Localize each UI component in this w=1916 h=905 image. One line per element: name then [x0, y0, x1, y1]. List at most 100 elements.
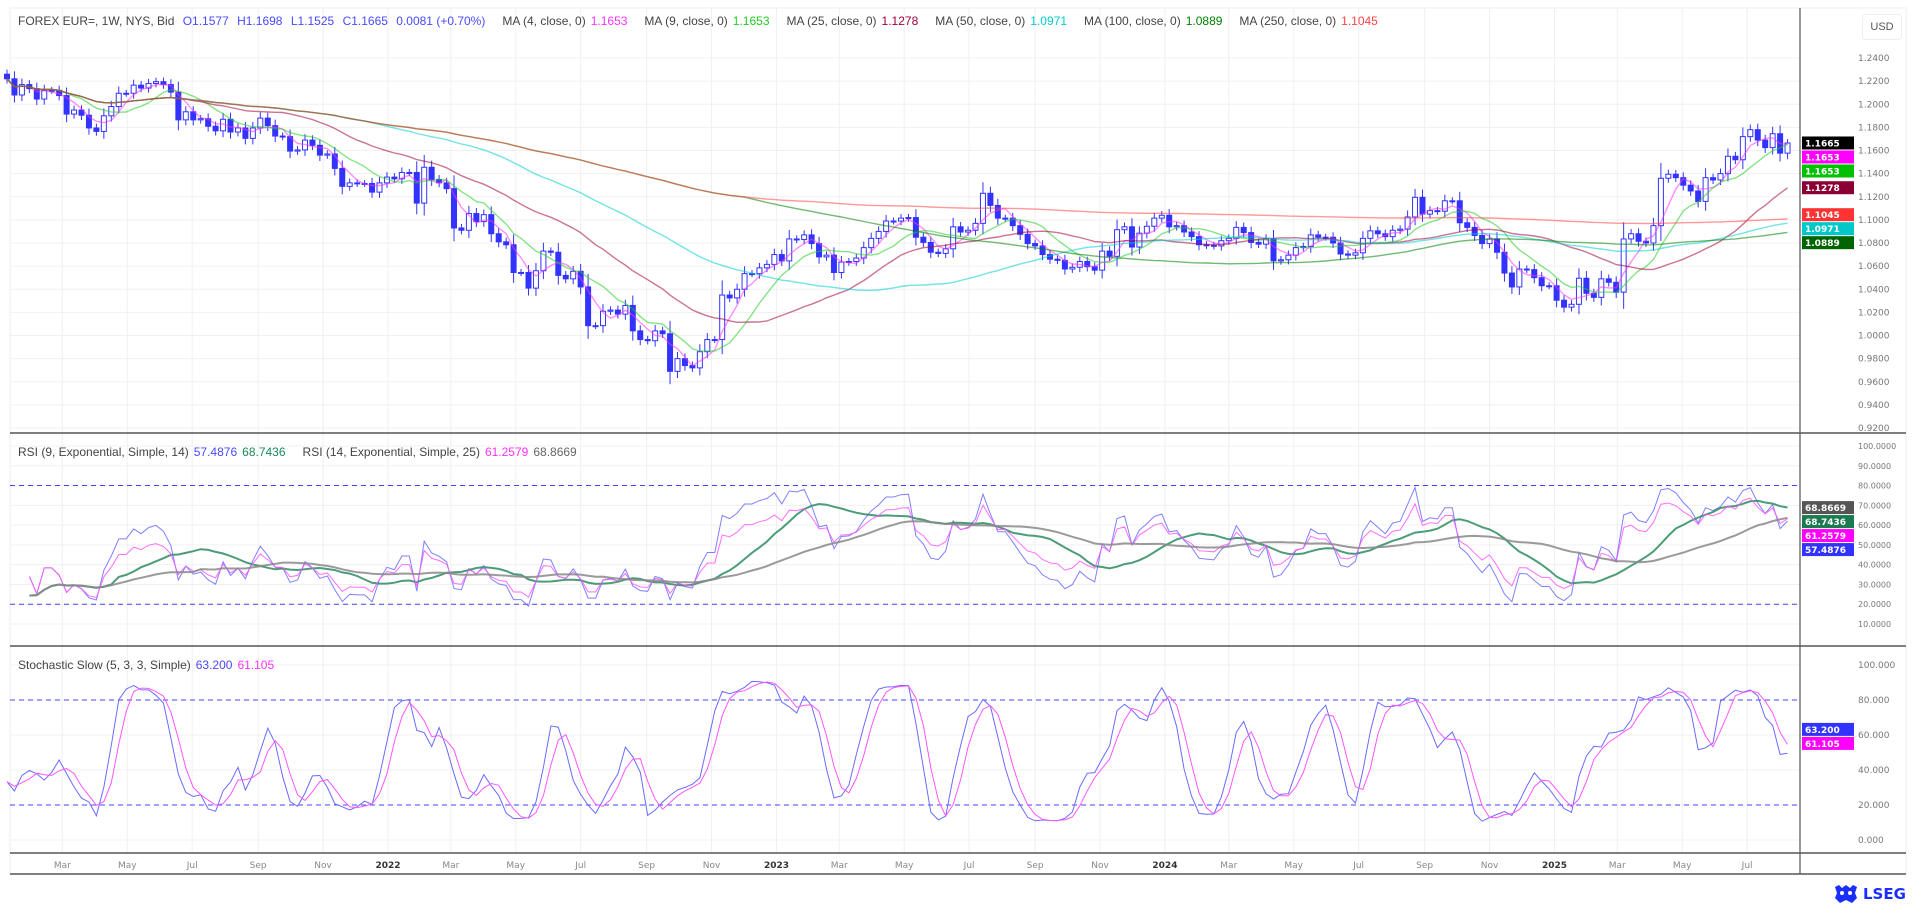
candle-bearish — [175, 91, 182, 121]
candle-bearish — [1091, 266, 1098, 271]
candle-bullish — [406, 171, 413, 174]
candle-bearish — [1635, 233, 1642, 242]
candle-bullish — [1352, 252, 1359, 256]
candle-bullish — [1568, 303, 1575, 308]
candle-bullish — [130, 84, 137, 94]
candle-bearish — [78, 109, 85, 116]
candle-bullish — [1359, 237, 1366, 254]
price-tag-label: 1.1045 — [1805, 211, 1840, 221]
candle-bullish — [18, 84, 25, 96]
x-tick-label: 2025 — [1542, 861, 1567, 871]
ma-label: MA (25, close, 0) — [786, 14, 877, 28]
rsi-value1: 57.4876 — [193, 445, 238, 459]
candle-bearish — [562, 274, 569, 280]
candle-bearish — [4, 73, 10, 80]
candle-bullish — [1099, 250, 1106, 271]
candle-bearish — [1710, 177, 1717, 181]
candle-bullish — [1002, 217, 1009, 220]
candle-bearish — [428, 166, 435, 180]
ma-9-line — [6, 78, 1788, 352]
price-tick-label: 1.2000 — [1858, 100, 1890, 110]
ma-legend: MA (4, close, 0) 1.1653 MA (9, close, 0) 1.… — [502, 14, 1395, 28]
rsi-9-line — [28, 485, 1788, 607]
stochastic-tick-label: 20.000 — [1858, 801, 1890, 811]
stochastic-tick-label: 40.000 — [1858, 766, 1890, 776]
candle-bearish — [413, 171, 420, 204]
rsi-tick-label: 20.0000 — [1858, 600, 1891, 609]
candle-bearish — [279, 135, 286, 138]
stochastic-tick-label: 60.000 — [1858, 731, 1890, 741]
candle-bearish — [1553, 285, 1560, 301]
candle-bearish — [339, 167, 346, 187]
ma-50-line — [6, 78, 1788, 291]
open-value: O1.1577 — [182, 14, 229, 28]
candle-bullish — [1739, 136, 1746, 161]
rsi-tick-label: 40.0000 — [1858, 561, 1891, 570]
candle-bullish — [1225, 237, 1232, 242]
candle-bearish — [1464, 222, 1471, 228]
price-tag — [1802, 164, 1854, 178]
candle-bullish — [1151, 217, 1158, 227]
candle-bearish — [1523, 268, 1530, 271]
price-tick-label: 0.9800 — [1858, 355, 1890, 365]
stochastic-tag-label: 63.200 — [1805, 726, 1840, 736]
rsi-tick-label: 50.0000 — [1858, 541, 1891, 550]
price-tick-label: 0.9200 — [1858, 424, 1890, 434]
x-tick-label: Sep — [638, 861, 655, 871]
currency-button[interactable]: USD — [1862, 14, 1902, 40]
price-tick-label: 1.1600 — [1858, 147, 1890, 157]
ma-value: 1.0971 — [1030, 14, 1067, 28]
close-value: C1.1665 — [342, 14, 388, 28]
candle-bullish — [763, 263, 770, 269]
rsi-tag-label: 68.8669 — [1805, 504, 1846, 514]
candle-bearish — [920, 236, 927, 243]
candle-bullish — [346, 182, 353, 187]
candle-bullish — [1441, 200, 1448, 212]
rsi-value2: 68.8669 — [533, 445, 577, 459]
candle-bearish — [681, 358, 688, 367]
candle-bearish — [316, 144, 323, 156]
candle-bullish — [704, 339, 711, 353]
candle-bearish — [1106, 250, 1113, 257]
rsi-tick-label: 30.0000 — [1858, 580, 1891, 589]
candle-bearish — [1561, 299, 1568, 308]
candle-bullish — [771, 254, 778, 265]
candle-bearish — [63, 95, 70, 115]
price-tick-label: 0.9600 — [1858, 378, 1890, 388]
price-tick-label: 1.1400 — [1858, 170, 1890, 180]
x-tick-label: 2023 — [764, 861, 789, 871]
high-value: H1.1698 — [237, 14, 283, 28]
rsi-tick-label: 60.0000 — [1858, 521, 1891, 530]
x-tick-label: Mar — [442, 861, 459, 871]
price-tick-label: 1.0400 — [1858, 285, 1890, 295]
candle-bullish — [100, 115, 107, 132]
candle-bullish — [532, 270, 539, 289]
candles — [4, 69, 1791, 385]
candle-bullish — [153, 81, 159, 84]
candle-bearish — [778, 254, 785, 262]
candle-bearish — [659, 330, 666, 335]
candle-bullish — [421, 166, 428, 204]
rsi-tick-label: 70.0000 — [1858, 501, 1891, 510]
candle-bullish — [905, 217, 912, 220]
price-tag — [1802, 222, 1854, 236]
candle-bullish — [518, 271, 525, 274]
ma-legend-item: MA (50, close, 0) 1.0971 — [935, 14, 1072, 28]
candle-bullish — [1412, 196, 1419, 218]
candle-bearish — [816, 243, 823, 258]
price-tick-label: 1.2400 — [1858, 54, 1890, 64]
candle-bullish — [1657, 177, 1664, 227]
candle-bearish — [637, 330, 644, 341]
candle-bearish — [1009, 217, 1016, 227]
candle-bearish — [987, 192, 994, 206]
candle-bearish — [331, 153, 338, 169]
candle-bullish — [1121, 226, 1128, 231]
rsi-tag-label: 61.2579 — [1805, 532, 1846, 542]
candle-bearish — [1754, 129, 1761, 141]
rsi-legend-item: RSI (14, Exponential, Simple, 25) 61.2579… — [303, 445, 582, 459]
ohlc-legend: FOREX EUR=, 1W, NYS, Bid O1.1577 H1.1698… — [18, 14, 490, 28]
candle-bullish — [1404, 216, 1411, 230]
candle-bullish — [324, 153, 331, 156]
candle-bullish — [1628, 233, 1635, 240]
